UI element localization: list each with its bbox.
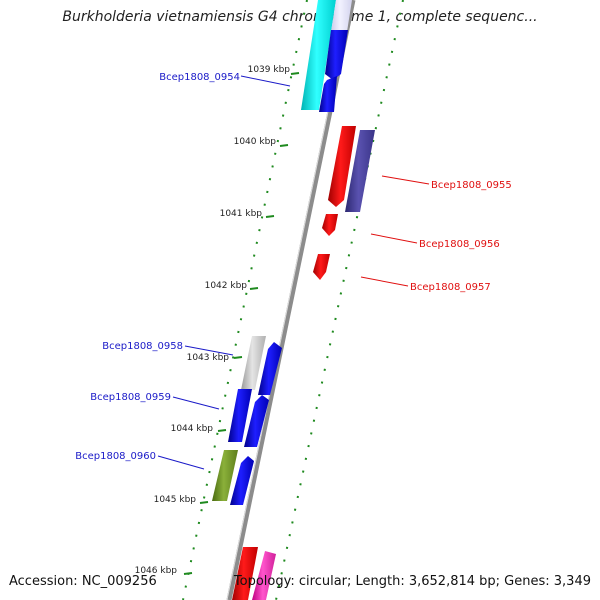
tick-group: 1039 kbp 1040 kbp 1041 kbp 1042 kbp 1043… — [135, 65, 300, 576]
ruler-outer — [275, 0, 404, 600]
tick-label: 1040 kbp — [234, 137, 277, 147]
gene-bcep1808-0954-arrow[interactable] — [325, 30, 348, 80]
tick-mark — [233, 356, 243, 359]
tick-mark — [183, 572, 193, 575]
gene-bcep1808-0954b-arrow[interactable] — [319, 76, 337, 112]
gene-bcep1808-0955-box[interactable] — [345, 130, 375, 212]
gene-bcep1808-0958-arrow[interactable] — [258, 342, 282, 395]
gene-bcep1808-0960-box[interactable] — [212, 450, 238, 501]
accession-label: Accession: NC_009256 — [9, 574, 157, 589]
gene-feature-pink-bottom[interactable] — [252, 551, 276, 600]
tick-label: 1043 kbp — [187, 353, 230, 363]
gene-bcep1808-0956-arrow[interactable] — [322, 214, 338, 236]
leader-line-0960 — [157, 455, 205, 470]
tick-label: 1042 kbp — [205, 281, 248, 291]
gene-feature-cyan[interactable] — [301, 0, 336, 110]
tick-label: 1044 kbp — [171, 424, 214, 434]
gene-bcep1808-0960-arrow[interactable] — [230, 456, 254, 505]
tick-mark — [279, 144, 289, 147]
tick-mark — [265, 215, 275, 218]
tick-label: 1045 kbp — [154, 495, 197, 505]
genome-summary: Topology: circular; Length: 3,652,814 bp… — [233, 574, 591, 589]
tick-label: 1041 kbp — [220, 209, 263, 219]
tick-mark — [249, 287, 259, 290]
tick-mark — [199, 501, 209, 504]
gene-bcep1808-0959-box[interactable] — [228, 389, 252, 442]
leader-line-0957 — [360, 276, 409, 287]
ruler-inner — [182, 0, 308, 600]
map-title: Burkholderia vietnamiensis G4 chromosome… — [62, 9, 538, 25]
gene-bcep1808-0957-arrow[interactable] — [313, 254, 330, 280]
gene-bcep1808-0955-arrow[interactable] — [328, 126, 356, 207]
leader-line-0955 — [381, 175, 430, 185]
leader-line-0958 — [184, 345, 234, 356]
gene-label-0960[interactable]: Bcep1808_0960 — [75, 451, 156, 462]
tick-label: 1046 kbp — [135, 566, 178, 576]
gene-label-0957[interactable]: Bcep1808_0957 — [410, 282, 491, 293]
tick-mark — [217, 429, 227, 432]
gene-label-0958[interactable]: Bcep1808_0958 — [102, 341, 183, 352]
gene-feature-red-bottom[interactable] — [232, 547, 258, 600]
gene-bcep1808-0958-box[interactable] — [241, 336, 266, 390]
tick-mark — [290, 72, 300, 75]
gene-bcep1808-0959-arrow[interactable] — [244, 395, 269, 447]
gene-label-0954[interactable]: Bcep1808_0954 — [159, 72, 240, 83]
gene-label-0959[interactable]: Bcep1808_0959 — [90, 392, 171, 403]
leader-line-0956 — [370, 233, 418, 244]
leader-line-0954 — [240, 75, 291, 87]
leader-line-0959 — [172, 396, 220, 410]
gene-label-0956[interactable]: Bcep1808_0956 — [419, 239, 500, 250]
gene-feature-lavender[interactable] — [330, 0, 352, 38]
gene-label-0955[interactable]: Bcep1808_0955 — [431, 180, 512, 191]
tick-label: 1039 kbp — [248, 65, 291, 75]
